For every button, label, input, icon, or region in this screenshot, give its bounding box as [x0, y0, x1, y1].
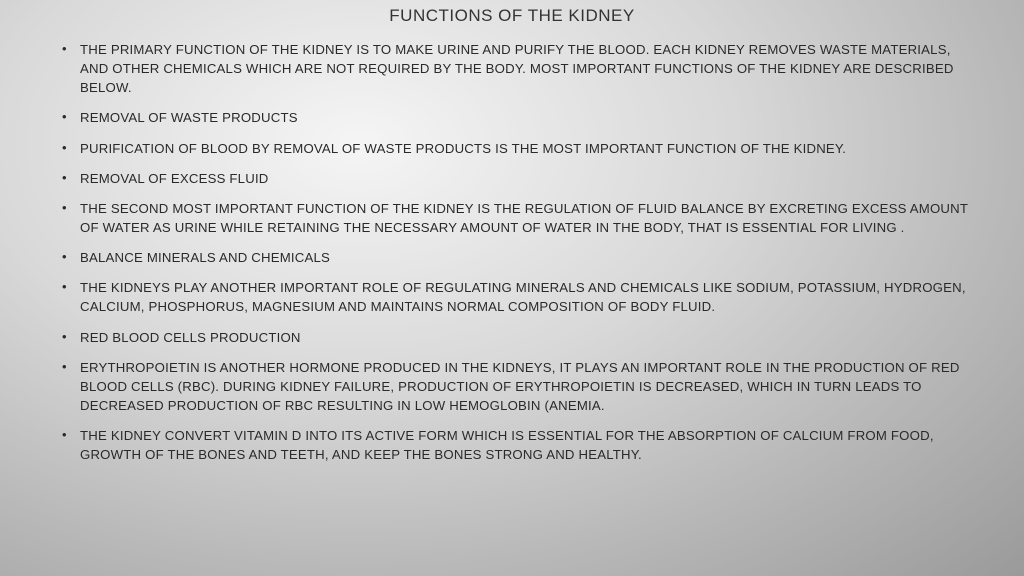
list-item: THE PRIMARY FUNCTION OF THE KIDNEY IS TO…: [66, 40, 976, 97]
slide-title: FUNCTIONS OF THE KIDNEY: [48, 6, 976, 26]
bullet-list: THE PRIMARY FUNCTION OF THE KIDNEY IS TO…: [48, 40, 976, 464]
list-item: BALANCE MINERALS AND CHEMICALS: [66, 248, 976, 267]
list-item: PURIFICATION OF BLOOD BY REMOVAL OF WAST…: [66, 139, 976, 158]
list-item: RED BLOOD CELLS PRODUCTION: [66, 328, 976, 347]
list-item: THE SECOND MOST IMPORTANT FUNCTION OF TH…: [66, 199, 976, 237]
list-item: THE KIDNEY CONVERT VITAMIN D INTO ITS AC…: [66, 426, 976, 464]
list-item: ERYTHROPOIETIN IS ANOTHER HORMONE PRODUC…: [66, 358, 976, 415]
slide-container: FUNCTIONS OF THE KIDNEY THE PRIMARY FUNC…: [0, 0, 1024, 576]
list-item: REMOVAL OF WASTE PRODUCTS: [66, 108, 976, 127]
list-item: THE KIDNEYS PLAY ANOTHER IMPORTANT ROLE …: [66, 278, 976, 316]
list-item: REMOVAL OF EXCESS FLUID: [66, 169, 976, 188]
